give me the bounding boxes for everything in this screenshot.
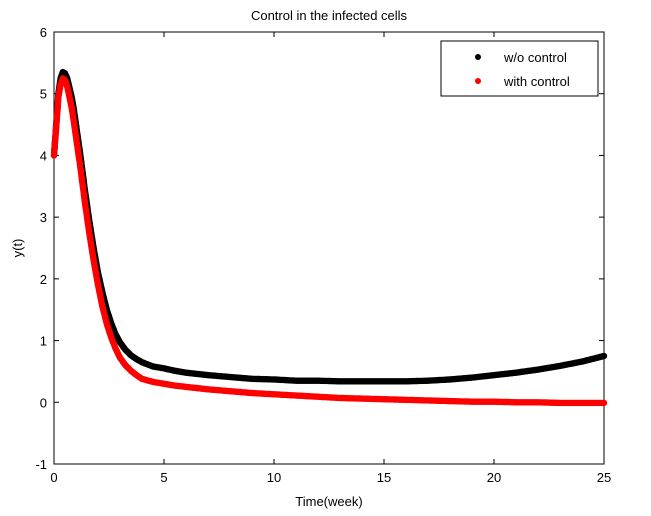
y-tick-label: 2 [40, 272, 47, 287]
legend-label-wo-control: w/o control [503, 50, 567, 65]
chart-title: Control in the infected cells [251, 8, 408, 23]
y-tick-label: 6 [40, 25, 47, 40]
y-tick-label: 3 [40, 210, 47, 225]
legend-label-with-control: with control [503, 74, 570, 89]
plot-series [50, 68, 608, 407]
x-tick-label: 25 [597, 470, 611, 485]
x-tick-label: 5 [160, 470, 167, 485]
y-tick-label: -1 [35, 457, 47, 472]
x-tick-label: 20 [487, 470, 501, 485]
x-axis-label: Time(week) [295, 494, 362, 509]
legend-box [440, 40, 599, 97]
legend-marker-with-control [475, 78, 481, 84]
x-tick-label: 15 [377, 470, 391, 485]
y-axis: -1 0 1 2 3 4 5 6 [35, 25, 604, 472]
series-1 [50, 75, 608, 407]
y-axis-label: y(t) [10, 239, 25, 258]
x-tick-label: 0 [50, 470, 57, 485]
legend-marker-wo-control [475, 54, 481, 60]
x-tick-label: 10 [267, 470, 281, 485]
y-tick-label: 0 [40, 395, 47, 410]
plot-frame [53, 31, 605, 465]
y-tick-label: 5 [40, 87, 47, 102]
y-tick-label: 4 [40, 148, 47, 163]
x-axis: 0 5 10 15 20 25 [50, 32, 611, 485]
legend: w/o control with control [440, 40, 599, 97]
y-tick-label: 1 [40, 334, 47, 349]
series-1-point [600, 399, 608, 407]
series-0-point [600, 352, 608, 360]
